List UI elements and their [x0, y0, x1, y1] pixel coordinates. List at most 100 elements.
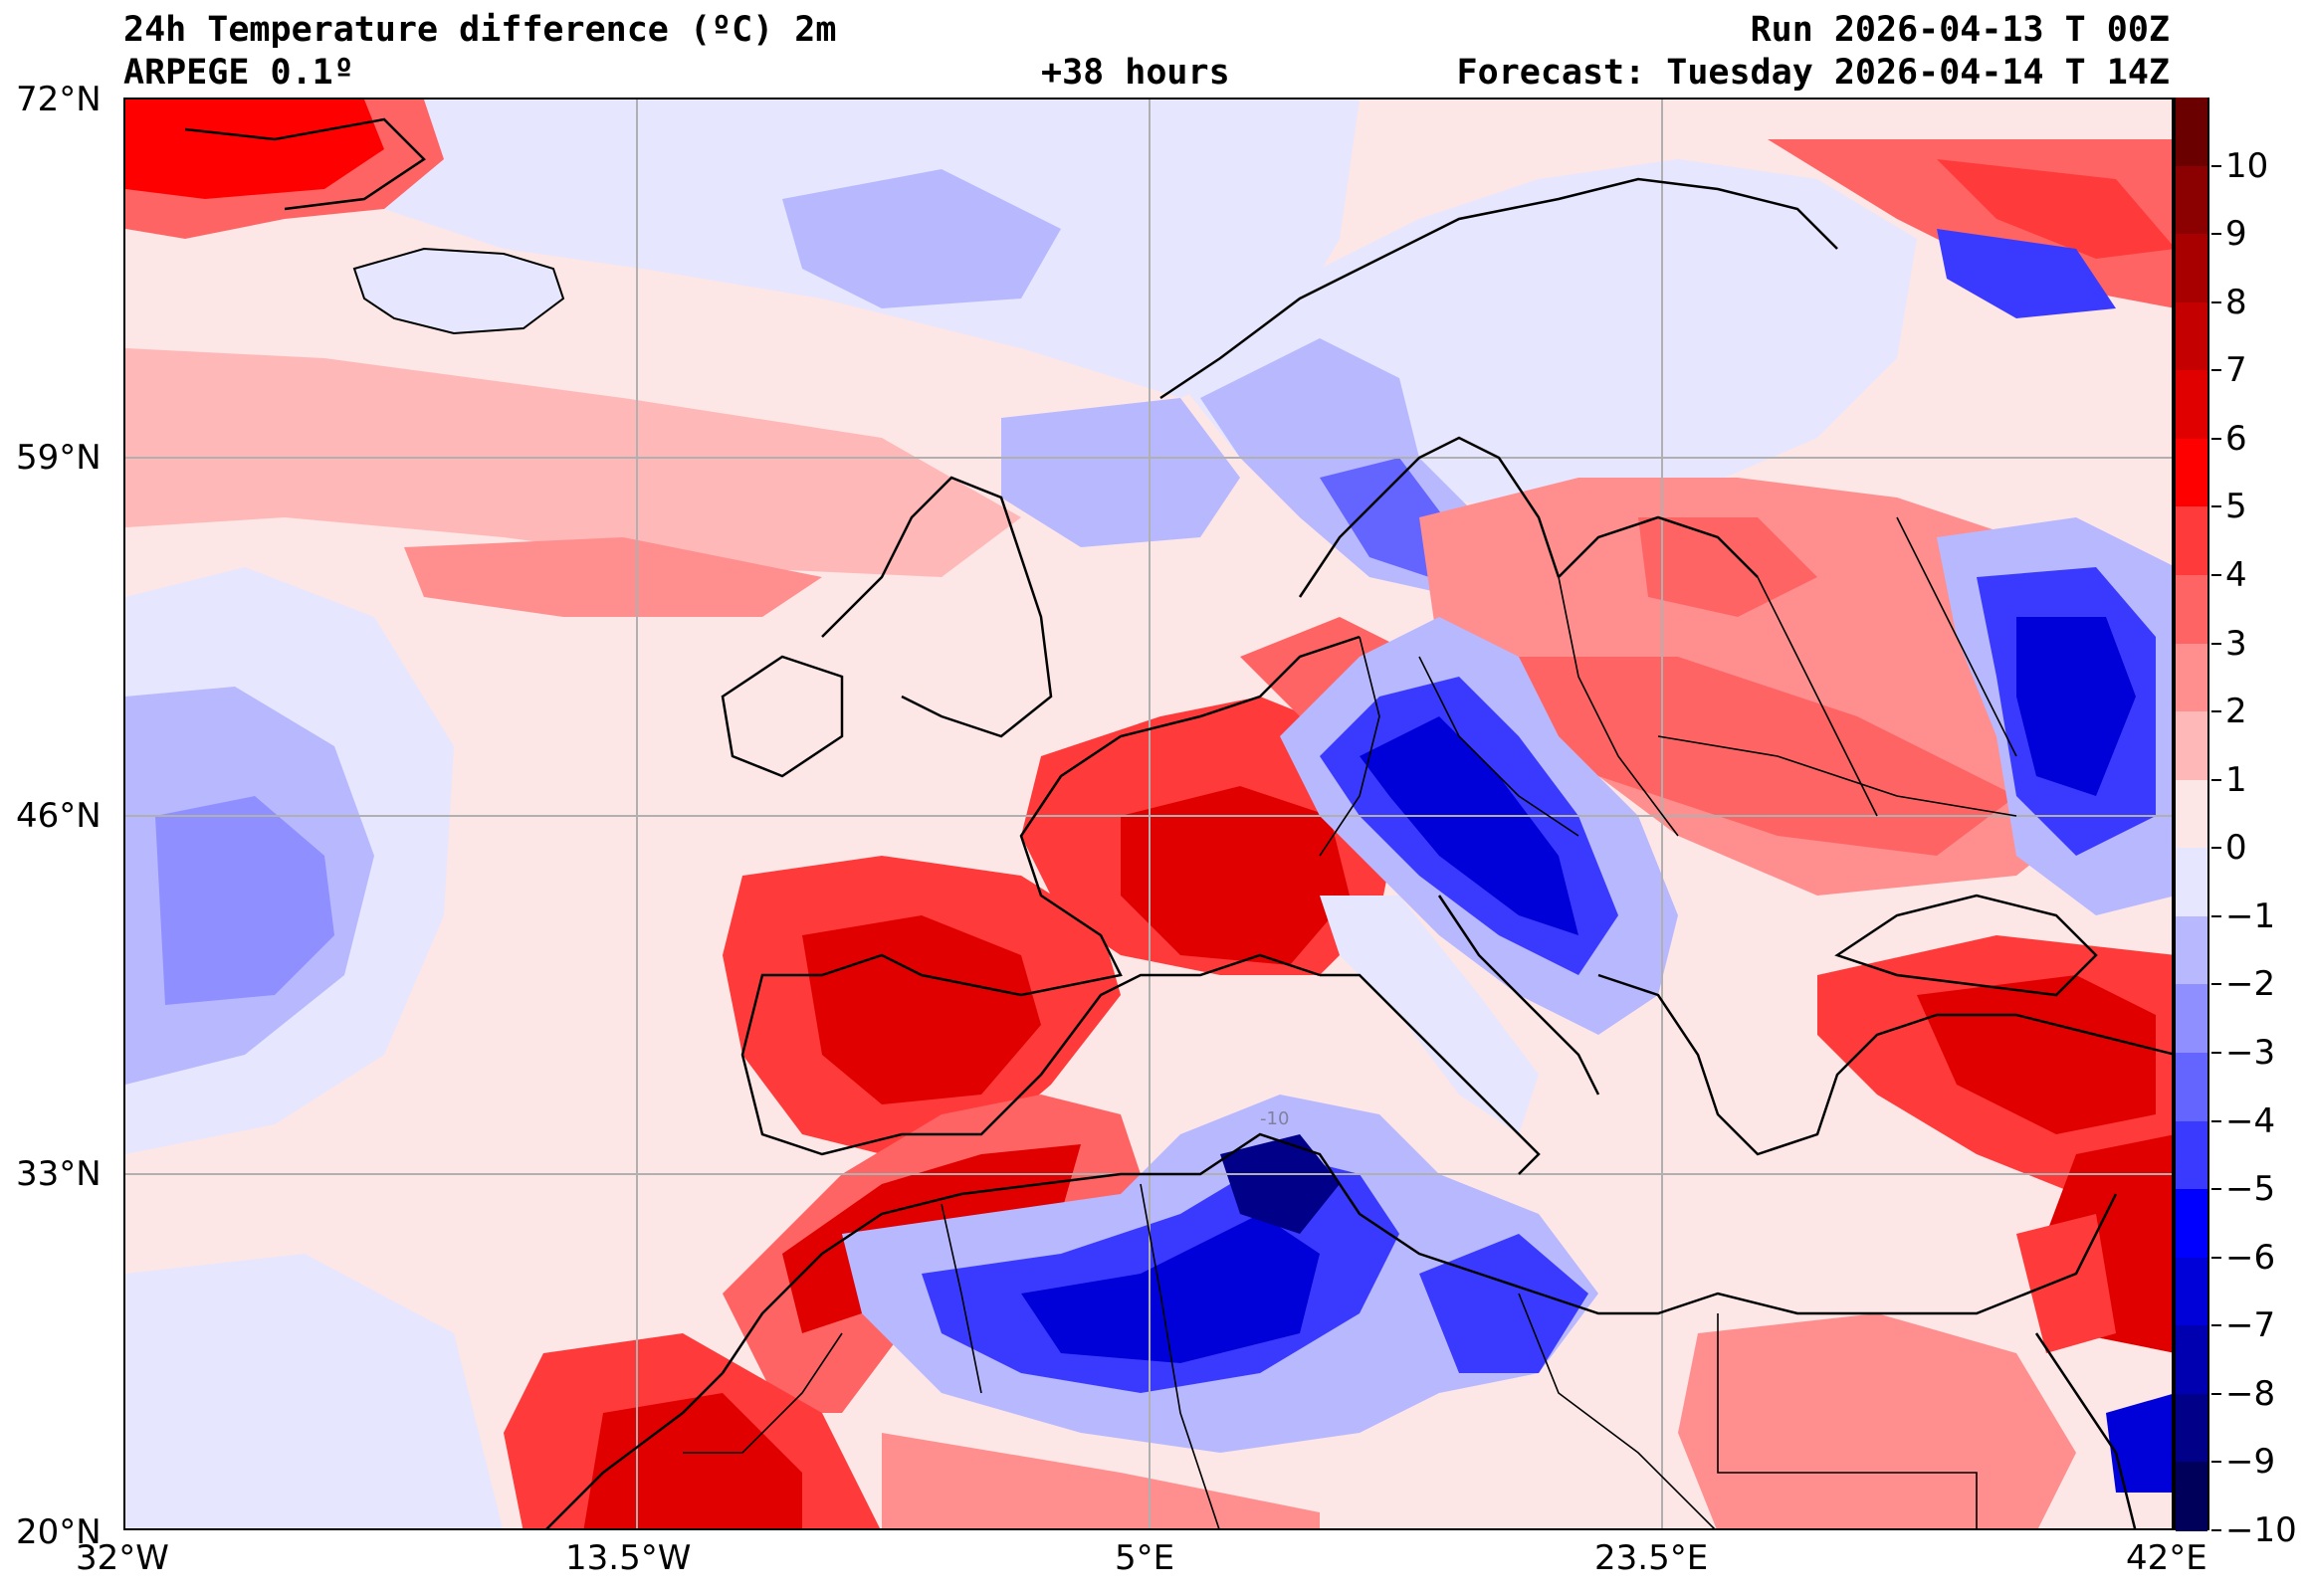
colorbar-tick: [2211, 642, 2221, 645]
lat-label-72: 72°N: [16, 80, 102, 119]
contour-label: -10: [1260, 1108, 1289, 1129]
field-north-cool-2: [782, 169, 1061, 308]
colorbar-tick: [2211, 300, 2221, 303]
coast-baltic: [1558, 515, 1759, 578]
colorbar-tick: [2211, 1392, 2221, 1395]
lat-label-59: 59°N: [16, 438, 102, 478]
lon-label-42e: 42°E: [2126, 1538, 2207, 1578]
colorbar-band: [2176, 575, 2207, 645]
colorbar-label: 5: [2225, 487, 2247, 527]
field-sahara-cool-3: [1021, 1214, 1320, 1363]
chart-title: 24h Temperature difference (ºC) 2m: [123, 10, 837, 50]
model-label: ARPEGE 0.1º: [123, 53, 354, 93]
colorbar-label: 6: [2225, 418, 2247, 459]
colorbar-label: −9: [2225, 1442, 2276, 1483]
coast-blacksea: [1834, 894, 2098, 997]
colorbar-tick: [2211, 505, 2221, 508]
colorbar-band: [2176, 915, 2207, 986]
field-greenland-warm-2: [125, 100, 384, 199]
field-france-warm-2: [1121, 786, 1350, 965]
colorbar-label: −10: [2225, 1510, 2297, 1550]
lat-label-46: 46°N: [16, 796, 102, 836]
colorbar-band: [2176, 1462, 2207, 1531]
colorbar-label: 2: [2225, 692, 2247, 732]
colorbar-label: −8: [2225, 1373, 2276, 1414]
map-canvas: -10: [125, 100, 2172, 1528]
colorbar-label: −6: [2225, 1237, 2276, 1278]
lon-label-5e: 5°E: [1115, 1538, 1175, 1578]
colorbar-tick: [2211, 983, 2221, 986]
colorbar-label: 1: [2225, 759, 2247, 800]
colorbar-tick: [2211, 233, 2221, 236]
lon-label-13w: 13.5°W: [565, 1538, 692, 1578]
field-baltic-warm: [1638, 517, 1817, 617]
colorbar-band: [2176, 848, 2207, 917]
border: [1319, 636, 1380, 857]
coast-westafrica: [545, 1372, 724, 1528]
colorbar-band: [2176, 711, 2207, 781]
colorbar-band: [2176, 1053, 2207, 1122]
coast-ireland: [721, 655, 844, 778]
colorbar-band: [2176, 1189, 2207, 1259]
colorbar-label: 10: [2225, 145, 2269, 186]
run-label: Run 2026-04-13 T 00Z: [1750, 10, 2170, 50]
coast-balkans: [1597, 973, 2172, 1156]
field-atlantic-lower: [125, 1254, 503, 1528]
field-atlantic-cool-3: [155, 796, 334, 1005]
field-atlantic-warm: [125, 348, 1021, 577]
coast-italy: [1320, 895, 1600, 1175]
colorbar-band: [2176, 779, 2207, 850]
lat-label-20: 20°N: [16, 1512, 102, 1552]
colorbar-label: −3: [2225, 1033, 2276, 1073]
colorbar-label: 7: [2225, 350, 2247, 391]
colorbar-band: [2176, 301, 2207, 372]
colorbar-tick: [2211, 778, 2221, 781]
coast-northafrica: [721, 1132, 2118, 1374]
colorbar-band: [2176, 506, 2207, 576]
border: [941, 1183, 1220, 1528]
colorbar-band: [2176, 1393, 2207, 1464]
colorbar-band: [2176, 370, 2207, 440]
lon-label-23e: 23.5°E: [1594, 1538, 1709, 1578]
border: [1558, 576, 1679, 837]
colorbar-band: [2176, 984, 2207, 1054]
colorbar-tick: [2211, 914, 2221, 917]
colorbar-tick: [2211, 1256, 2221, 1259]
colorbar-label: 8: [2225, 282, 2247, 322]
border: [1657, 735, 2017, 817]
colorbar-label: −4: [2225, 1100, 2276, 1141]
borders: [683, 516, 2017, 1528]
colorbar-tick: [2211, 1188, 2221, 1191]
field-central-cool-3: [1360, 716, 1578, 935]
coast-britain: [821, 476, 1053, 738]
field-levant-warm-2: [2016, 1214, 2116, 1353]
iceland-coast: [352, 247, 565, 335]
colorbar-label: 0: [2225, 828, 2247, 869]
colorbar-tick: [2211, 164, 2221, 167]
colorbar-band: [2176, 234, 2207, 303]
forecast-label: Forecast: Tuesday 2026-04-14 T 14Z: [1456, 53, 2170, 93]
colorbar-label: −1: [2225, 896, 2276, 936]
lat-label-33: 33°N: [16, 1154, 102, 1194]
colorbar-band: [2176, 1120, 2207, 1191]
coast-westeurope: [740, 635, 1361, 1156]
temperature-map[interactable]: -10: [123, 98, 2174, 1530]
colorbar-tick: [2211, 574, 2221, 576]
border: [1757, 576, 1878, 817]
field-kola-cool: [1937, 229, 2116, 318]
colorbar-tick: [2211, 1529, 2221, 1531]
colorbar-label: −5: [2225, 1169, 2276, 1210]
colorbar-band: [2176, 438, 2207, 508]
colorbar-label: 3: [2225, 623, 2247, 664]
coast-scandinavia: [1159, 177, 1838, 598]
field-tunisia-cool: [1220, 1134, 1340, 1234]
field-russia-warm-2: [1937, 159, 2172, 259]
colorbar-band: [2176, 165, 2207, 236]
field-north-cool-3: [1001, 398, 1240, 547]
field-italy-cool: [1320, 896, 1539, 1134]
border: [1896, 516, 2017, 757]
border: [683, 1332, 843, 1454]
colorbar-tick: [2211, 369, 2221, 372]
colorbar-tick: [2211, 847, 2221, 850]
colorbar-band: [2176, 643, 2207, 713]
